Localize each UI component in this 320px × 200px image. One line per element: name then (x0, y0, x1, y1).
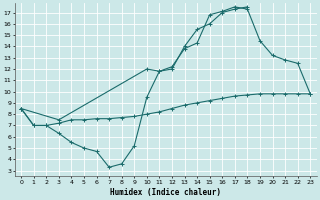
X-axis label: Humidex (Indice chaleur): Humidex (Indice chaleur) (110, 188, 221, 197)
